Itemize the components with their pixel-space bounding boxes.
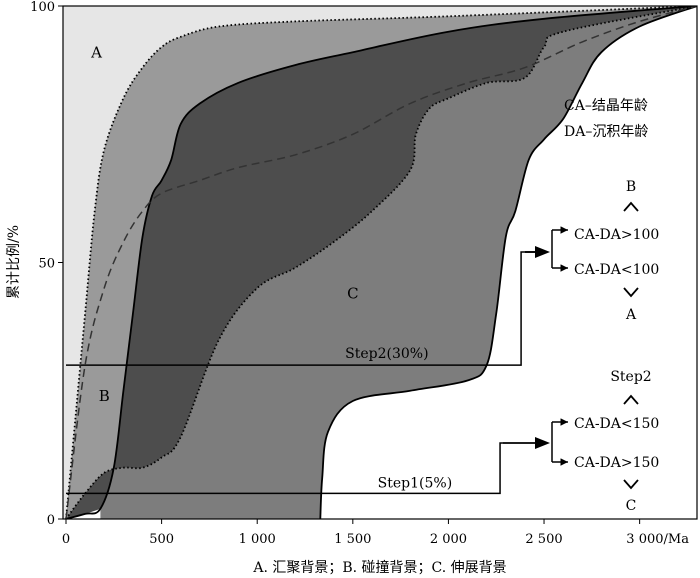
zone-fills [63, 6, 697, 519]
step2-pointer-arrowhead [535, 246, 550, 258]
step1-line [66, 442, 503, 495]
x-axis-caption: A. 汇聚背景；B. 碰撞背景；C. 伸展背景 [252, 560, 506, 576]
boundary-curves [65, 6, 697, 519]
down-arrow-to-c [623, 479, 639, 490]
x-tick-label: 1 000 [239, 532, 276, 547]
result-a: A [625, 307, 637, 323]
x-tick-label: 2 500 [525, 532, 562, 547]
x-tick-label: 0 [62, 532, 70, 547]
decision-tree-step1: CA-DA<150 CA-DA>150 Step2 C [503, 369, 659, 514]
zone-c-inner-boundary-curve [65, 6, 697, 519]
zone-a-boundary-curve [65, 6, 697, 519]
y-axis-label: 累计比例/% [6, 225, 22, 299]
y-tick-label: 0 [47, 513, 55, 528]
y-axis-ticks: 0 50 100 [30, 0, 63, 528]
step1-branch-c-condition: CA-DA>150 [574, 455, 659, 471]
white-region-corner [66, 508, 101, 519]
zone-labels: A B C [90, 43, 358, 405]
zone-b-boundary-curve [65, 6, 697, 519]
down-arrow-to-a [623, 287, 639, 298]
x-tick-label: 1 500 [334, 532, 371, 547]
step1-pointer-arrowhead [535, 437, 550, 449]
result-b: B [626, 179, 636, 195]
up-arrow-to-step2 [623, 394, 639, 405]
mean-dashed-curve [65, 6, 697, 519]
step2-branch-a-condition: CA-DA<100 [574, 262, 659, 278]
x-tick-label: 500 [149, 532, 174, 547]
x-tick-label: 3 000/Ma [626, 532, 689, 547]
zone-label-c: C [347, 284, 358, 302]
zone-label-b: B [99, 387, 110, 405]
step2-branch-b-condition: CA-DA>100 [574, 227, 659, 243]
legend-note-da: DA–沉积年龄 [564, 124, 648, 140]
y-tick-label: 100 [30, 0, 55, 15]
x-tick-label: 2 000 [430, 532, 467, 547]
zone-c-outer-boundary-curve [319, 6, 697, 519]
up-arrow-to-b [623, 201, 639, 212]
zone-label-a: A [90, 43, 102, 61]
result-c: C [626, 498, 637, 514]
x-axis-ticks: 0 500 1 000 1 500 2 000 2 500 3 000/Ma [62, 519, 689, 547]
step1-label: Step1(5%) [378, 475, 453, 491]
step1-branch-step2-condition: CA-DA<150 [574, 416, 659, 432]
zone-c-inner-area [66, 6, 697, 519]
legend-note-ca: CA–结晶年龄 [564, 98, 648, 114]
result-step2: Step2 [610, 369, 651, 385]
decision-tree-step2: CA-DA>100 CA-DA<100 B A [525, 179, 659, 323]
step2-label: Step2(30%) [345, 346, 428, 362]
y-tick-label: 50 [38, 257, 55, 272]
